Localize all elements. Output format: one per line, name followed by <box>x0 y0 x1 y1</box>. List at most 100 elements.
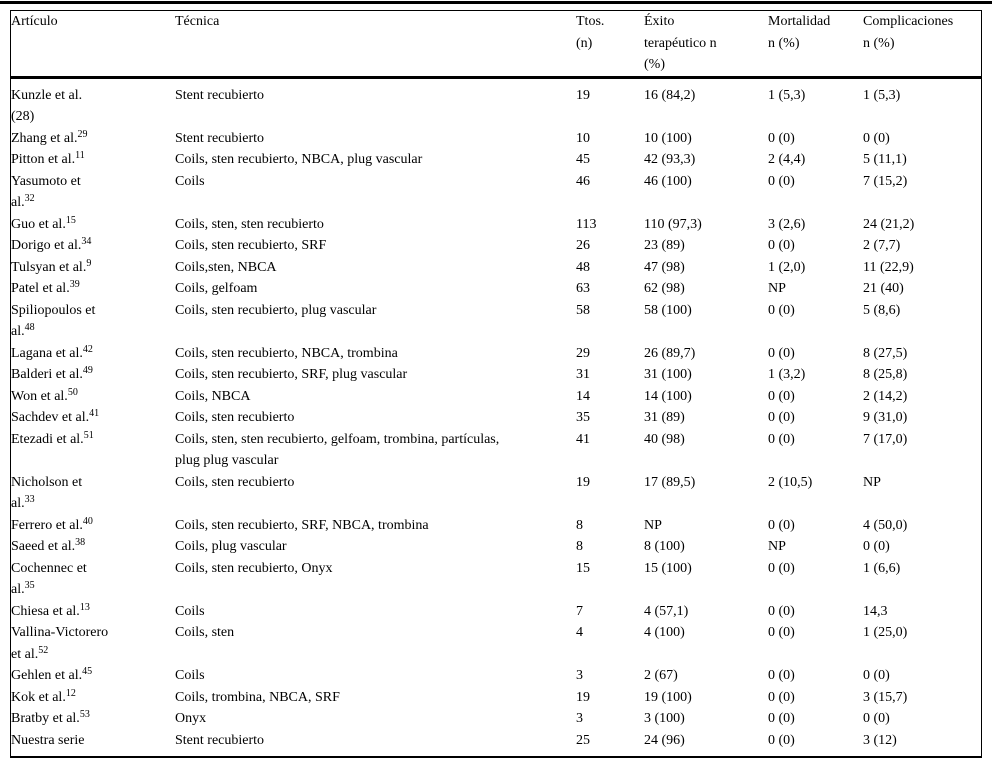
cell-complicaciones: 1 (25,0) <box>863 625 908 640</box>
cell-articulo: Etezadi et al.51 <box>11 429 94 447</box>
cell-articulo: Won et al.50 <box>11 386 78 404</box>
reference-superscript: 45 <box>82 666 93 677</box>
cell-tecnica: Coils, sten recubierto, NBCA, plug vascu… <box>175 152 423 167</box>
cell-complicaciones: 0 (0) <box>863 668 890 683</box>
cell-mortalidad: 0 (0) <box>768 238 795 253</box>
cell-complicaciones: 9 (31,0) <box>863 410 908 425</box>
table-row: Guo et al.15 Coils, sten, sten recubiert… <box>11 214 981 236</box>
reference-superscript: 29 <box>77 128 88 140</box>
cell-mortalidad: 0 (0) <box>768 388 795 404</box>
cell-mortalidad: 0 (0) <box>768 173 795 189</box>
cell-mortalidad: 0 (0) <box>768 689 795 705</box>
cell-ttos: 31 <box>576 367 590 382</box>
cell-tecnica: Coils, sten, sten recubierto <box>175 216 324 232</box>
cell-articulo: Ferrero et al.40 <box>11 515 93 533</box>
cell-mortalidad: 0 (0) <box>768 668 795 683</box>
reference-superscript: 50 <box>67 386 78 398</box>
cell-tecnica: Coils,sten, NBCA <box>175 259 277 275</box>
cell-tecnica: Coils, sten recubierto, NBCA, trombina <box>175 345 398 361</box>
cell-ttos: 58 <box>576 302 590 318</box>
cell-complicaciones: 4 (50,0) <box>863 517 908 533</box>
cell-mortalidad: 2 (10,5) <box>768 474 813 490</box>
cell-articulo: Yasumoto et al.32 <box>11 173 81 211</box>
cell-mortalidad: 0 (0) <box>768 603 795 619</box>
cell-articulo: Tulsyan et al.9 <box>11 257 92 275</box>
cell-mortalidad: 0 (0) <box>768 431 795 447</box>
table-row: Kunzle et al. (28) Stent recubierto 19 16… <box>11 77 981 128</box>
cell-articulo: Zhang et al.29 <box>11 128 88 146</box>
reference-superscript: 32 <box>24 193 35 204</box>
cell-mortalidad: 0 (0) <box>768 345 795 361</box>
column-header-exito-terapeutico: Éxito terapéutico n (%) <box>644 11 768 79</box>
cell-articulo: Pitton et al.11 <box>11 150 85 168</box>
cell-ttos: 63 <box>576 281 590 296</box>
cell-exito: 31 (89) <box>644 410 685 425</box>
cell-exito: 26 (89,7) <box>644 345 696 361</box>
cell-ttos: 35 <box>576 410 590 425</box>
cell-tecnica: Coils, sten, sten recubierto, gelfoam, t… <box>175 431 500 469</box>
cell-ttos: 41 <box>576 431 590 447</box>
cell-ttos: 25 <box>576 732 590 748</box>
cell-articulo: Kok et al.12 <box>11 687 76 705</box>
table-row: Balderi et al.49 Coils, sten recubierto,… <box>11 364 981 386</box>
cell-mortalidad: 0 (0) <box>768 732 795 748</box>
cell-articulo: Sachdev et al.41 <box>11 408 100 426</box>
column-header-complicaciones: Complicaciones n (%) <box>863 11 981 79</box>
cell-ttos: 3 <box>576 711 583 726</box>
table-row: Kok et al.12 Coils, trombina, NBCA, SRF … <box>11 687 981 709</box>
cell-exito: 2 (67) <box>644 668 678 683</box>
cell-complicaciones: 5 (8,6) <box>863 302 901 318</box>
table-row: Pitton et al.11 Coils, sten recubierto, … <box>11 149 981 171</box>
cell-exito: 8 (100) <box>644 539 685 554</box>
cell-complicaciones: 8 (27,5) <box>863 345 908 361</box>
cell-ttos: 7 <box>576 603 583 619</box>
reference-superscript: 41 <box>89 408 100 419</box>
studies-comparison-table: Artículo Técnica Ttos. (n) Éxito terapéuti… <box>11 11 981 756</box>
reference-superscript: 39 <box>69 279 80 290</box>
table-container: Artículo Técnica Ttos. (n) Éxito terapéuti… <box>10 10 982 758</box>
table-row: Cochennec et al.35 Coils, sten recubierto… <box>11 558 981 601</box>
cell-complicaciones: 2 (7,7) <box>863 238 901 253</box>
table-row: Ferrero et al.40 Coils, sten recubierto,… <box>11 515 981 537</box>
cell-mortalidad: 3 (2,6) <box>768 216 806 232</box>
cell-articulo: Patel et al.39 <box>11 279 80 297</box>
cell-exito: 16 (84,2) <box>644 87 696 103</box>
column-header-articulo: Artículo <box>11 11 175 79</box>
cell-mortalidad: 0 (0) <box>768 410 795 425</box>
table-row: Patel et al.39 Coils, gelfoam 63 62 (98)… <box>11 278 981 300</box>
cell-exito: 24 (96) <box>644 732 685 748</box>
cell-complicaciones: 7 (17,0) <box>863 431 908 447</box>
reference-superscript: 42 <box>82 343 93 355</box>
cell-complicaciones: 14,3 <box>863 603 888 619</box>
cell-mortalidad: NP <box>768 281 786 296</box>
cell-mortalidad: 0 (0) <box>768 625 795 640</box>
cell-complicaciones: 11 (22,9) <box>863 259 914 275</box>
cell-exito: 42 (93,3) <box>644 152 696 167</box>
cell-complicaciones: 2 (14,2) <box>863 388 908 404</box>
reference-superscript: 49 <box>82 365 93 376</box>
cell-articulo: Spiliopoulos et al.48 <box>11 302 96 340</box>
cell-complicaciones: 3 (15,7) <box>863 689 908 705</box>
table-row: Lagana et al.42 Coils, sten recubierto, … <box>11 343 981 365</box>
cell-mortalidad: 1 (3,2) <box>768 367 806 382</box>
cell-articulo: Gehlen et al.45 <box>11 666 93 684</box>
cell-ttos: 113 <box>576 216 597 232</box>
reference-superscript: 40 <box>82 515 93 527</box>
cell-tecnica: Coils, sten <box>175 625 235 640</box>
cell-mortalidad: NP <box>768 539 786 554</box>
cell-complicaciones: 3 (12) <box>863 732 897 748</box>
reference-superscript: 52 <box>38 644 49 656</box>
cell-exito: 23 (89) <box>644 238 685 253</box>
cell-exito: 40 (98) <box>644 431 685 447</box>
cell-ttos: 48 <box>576 259 590 275</box>
cell-ttos: 10 <box>576 130 590 146</box>
cell-ttos: 3 <box>576 668 583 683</box>
cell-ttos: 19 <box>576 87 590 103</box>
table-row: Zhang et al.29 Stent recubierto 10 10 (1… <box>11 128 981 150</box>
reference-superscript: 51 <box>83 429 94 441</box>
table-row: Saeed et al.38 Coils, plug vascular 8 8 … <box>11 536 981 558</box>
cell-complicaciones: 5 (11,1) <box>863 152 907 167</box>
cell-exito: 4 (100) <box>644 625 685 640</box>
reference-superscript: 15 <box>65 214 76 226</box>
cell-ttos: 46 <box>576 173 590 189</box>
